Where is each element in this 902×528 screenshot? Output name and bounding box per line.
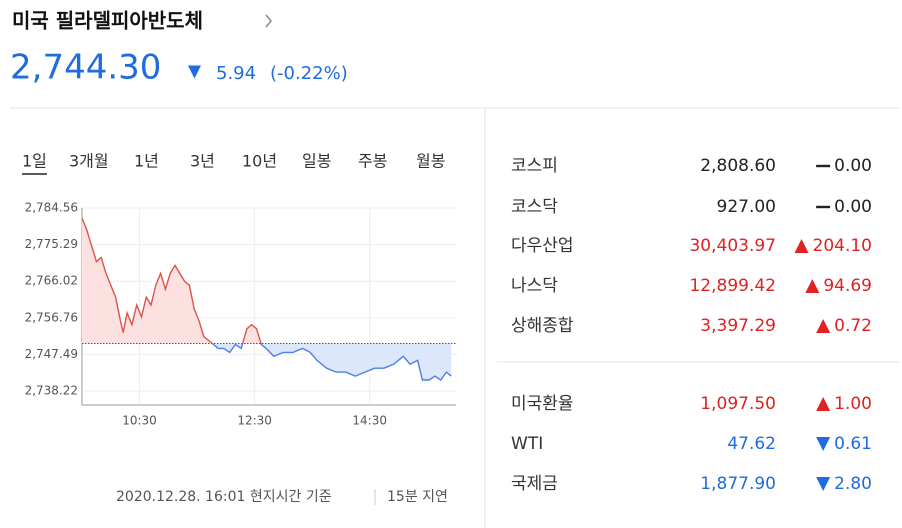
market-change: 0.00 xyxy=(834,156,872,176)
tab[interactable]: 1일 xyxy=(22,152,47,171)
y-tick-label: 2,766.02 xyxy=(25,274,78,288)
market-change: 2.80 xyxy=(834,474,872,494)
market-name[interactable]: 상해종합 xyxy=(511,316,574,336)
tab[interactable]: 10년 xyxy=(242,152,277,171)
market-value: 30,403.97 xyxy=(689,236,776,256)
x-tick-label: 12:30 xyxy=(237,414,272,428)
market-name[interactable]: 국제금 xyxy=(511,474,558,494)
flat-mark xyxy=(816,205,831,209)
x-tick-label: 14:30 xyxy=(352,414,387,428)
market-change: 204.10 xyxy=(813,236,872,256)
up-arrow xyxy=(794,239,809,253)
flat-mark xyxy=(816,164,831,168)
y-tick-label: 2,756.76 xyxy=(25,310,78,324)
tab[interactable]: 1년 xyxy=(134,152,159,171)
price-line xyxy=(81,217,452,381)
market-value: 927.00 xyxy=(717,197,776,217)
market-value: 1,877.90 xyxy=(700,474,776,494)
x-tick-label: 10:30 xyxy=(122,414,157,428)
delay: 15분 지연 xyxy=(387,489,448,505)
tab[interactable]: 월봉 xyxy=(416,152,445,171)
tab[interactable]: 주봉 xyxy=(358,152,387,171)
price: 2,744.30 xyxy=(10,48,161,88)
title: 미국 필라델피아반도체 xyxy=(12,9,203,33)
y-tick-label: 2,747.49 xyxy=(25,347,78,361)
down-arrow xyxy=(188,65,201,79)
timestamp: 2020.12.28. 16:01 현지시간 기준 xyxy=(116,489,332,505)
market-name[interactable]: 코스피 xyxy=(511,156,558,176)
up-arrow xyxy=(816,319,831,333)
market-change: 0.61 xyxy=(834,434,872,454)
market-change: 0.00 xyxy=(834,197,872,217)
down-arrow xyxy=(816,477,831,491)
market-value: 3,397.29 xyxy=(700,316,776,336)
market-change: 1.00 xyxy=(834,394,872,414)
y-tick-label: 2,775.29 xyxy=(25,237,78,251)
market-change: 94.69 xyxy=(823,276,872,296)
chevron[interactable] xyxy=(265,14,272,28)
market-name[interactable]: WTI xyxy=(511,434,543,454)
y-tick-label: 2,738.22 xyxy=(25,384,78,398)
market-value: 2,808.60 xyxy=(700,156,776,176)
down-arrow xyxy=(816,437,831,451)
market-value: 12,899.42 xyxy=(689,276,776,296)
market-name[interactable]: 코스닥 xyxy=(511,197,558,217)
up-arrow xyxy=(816,397,831,411)
change-pct: (-0.22%) xyxy=(270,63,348,84)
market-change: 0.72 xyxy=(834,316,872,336)
market-value: 47.62 xyxy=(727,434,776,454)
tab[interactable]: 3년 xyxy=(190,152,215,171)
market-name[interactable]: 다우산업 xyxy=(511,236,574,256)
y-tick-label: 2,784.56 xyxy=(25,201,78,215)
market-value: 1,097.50 xyxy=(700,394,776,414)
tab[interactable]: 일봉 xyxy=(302,152,331,171)
market-name[interactable]: 나스닥 xyxy=(511,276,558,296)
market-name[interactable]: 미국환율 xyxy=(511,394,574,414)
area xyxy=(82,218,452,380)
tab[interactable]: 3개월 xyxy=(69,152,109,171)
change: 5.94 xyxy=(216,63,256,84)
up-arrow xyxy=(805,279,820,293)
